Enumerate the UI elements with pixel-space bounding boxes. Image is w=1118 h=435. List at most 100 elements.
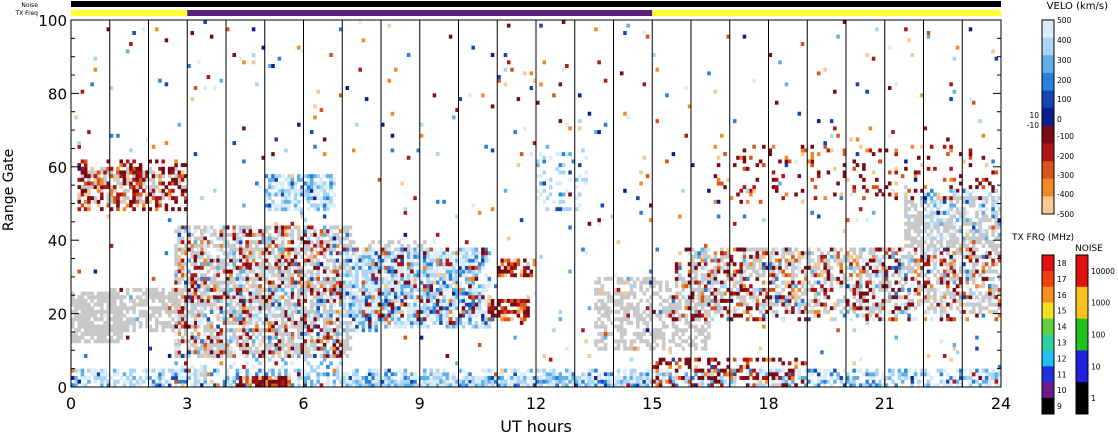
scatter-cell <box>222 306 227 311</box>
scatter-cell <box>920 203 924 208</box>
scatter-cell <box>439 258 443 263</box>
scatter-cell <box>684 280 689 285</box>
scatter-cell <box>290 232 295 237</box>
scatter-cell <box>397 258 401 263</box>
scatter-cell <box>206 262 211 267</box>
scatter-cell <box>222 331 227 336</box>
scatter-cell <box>158 298 162 303</box>
scatter-cell <box>435 262 440 267</box>
scatter-cell <box>439 287 443 292</box>
scatter-cell <box>904 232 908 237</box>
scatter-cell <box>135 185 140 190</box>
scatter-cell <box>280 174 285 179</box>
scatter-cell <box>881 280 886 285</box>
scatter-cell <box>326 353 330 358</box>
scatter-cell <box>474 247 479 252</box>
scatter-cell <box>965 302 970 307</box>
scatter-cell <box>933 291 937 296</box>
scatter-cell <box>929 287 934 292</box>
scatter-cell <box>623 331 627 336</box>
scatter-cell <box>913 306 918 311</box>
scatter-cell <box>452 324 456 329</box>
scatter-cell <box>387 280 391 285</box>
scatter-cell <box>658 328 663 333</box>
scatter-cell <box>619 306 624 311</box>
scatter-cell <box>374 254 379 259</box>
scatter-cell <box>826 251 831 256</box>
scatter-cell <box>716 309 721 314</box>
scatter-cell <box>322 346 327 351</box>
scatter-cell <box>639 317 643 322</box>
scatter-cell <box>119 181 123 186</box>
scatter-cell <box>752 295 756 300</box>
scatter-cell <box>390 276 395 281</box>
scatter-cell <box>368 291 372 296</box>
scatter-cell <box>277 225 282 230</box>
scatter-cell <box>700 339 705 344</box>
scatter-cell <box>177 280 182 285</box>
scatter-cell <box>142 170 146 175</box>
scatter-cell <box>400 287 404 292</box>
scatter-cell <box>419 254 424 259</box>
scatter-cell <box>184 185 188 190</box>
scatter-cell <box>158 313 162 318</box>
scatter-cell <box>355 291 359 296</box>
scatter-cell <box>975 221 979 226</box>
scatter-cell <box>971 229 976 234</box>
scatter-cell <box>975 295 979 300</box>
scatter-cell <box>377 306 382 311</box>
scatter-cell <box>161 306 165 311</box>
scatter-cell <box>393 291 398 296</box>
scatter-cell <box>184 262 188 267</box>
scatter-cell <box>397 298 401 303</box>
scatter-cell <box>203 284 207 289</box>
scatter-cell <box>154 324 159 329</box>
scatter-cell <box>629 320 634 325</box>
scatter-cell <box>613 298 618 303</box>
scatter-cell <box>232 306 236 311</box>
scatter-cell <box>429 269 433 274</box>
scatter-cell <box>303 243 308 248</box>
scatter-cell <box>145 313 149 318</box>
scatter-cell <box>238 346 243 351</box>
scatter-cell <box>887 284 892 289</box>
scatter-cell <box>251 350 256 355</box>
scatter-cell <box>942 229 947 234</box>
scatter-cell <box>671 335 676 340</box>
scatter-cell <box>458 273 463 278</box>
scatter-cell <box>200 364 204 369</box>
scatter-cell <box>649 276 653 281</box>
scatter-cell <box>132 320 136 325</box>
scatter-cell <box>691 262 695 267</box>
scatter-cell <box>242 331 246 336</box>
scatter-cell <box>125 306 130 311</box>
scatter-cell <box>303 342 308 347</box>
scatter-cell <box>710 276 714 281</box>
scatter-cell <box>913 291 918 296</box>
scatter-cell <box>161 170 165 175</box>
scatter-cell <box>339 236 343 241</box>
scatter-cell <box>707 320 711 325</box>
scatter-cell <box>326 317 330 322</box>
scatter-cell <box>196 346 201 351</box>
scatter-cell <box>335 346 340 351</box>
scatter-cell <box>177 232 182 237</box>
scatter-cell <box>313 273 317 278</box>
scatter-cell <box>368 324 372 329</box>
scatter-cell <box>968 229 973 234</box>
scatter-cell <box>326 364 330 369</box>
scatter-cell <box>96 335 101 340</box>
scatter-cell <box>167 174 172 179</box>
scatter-cell <box>923 251 928 256</box>
scatter-cell <box>213 342 217 347</box>
scatter-cell <box>784 265 789 270</box>
scatter-cell <box>203 229 207 234</box>
scatter-cell <box>339 284 343 289</box>
scatter-cell <box>284 298 288 303</box>
scatter-cell <box>839 247 844 252</box>
scatter-cell <box>968 240 973 245</box>
scatter-cell <box>619 317 624 322</box>
scatter-cell <box>177 276 182 281</box>
scatter-cell <box>865 273 869 278</box>
scatter-cell <box>390 298 395 303</box>
